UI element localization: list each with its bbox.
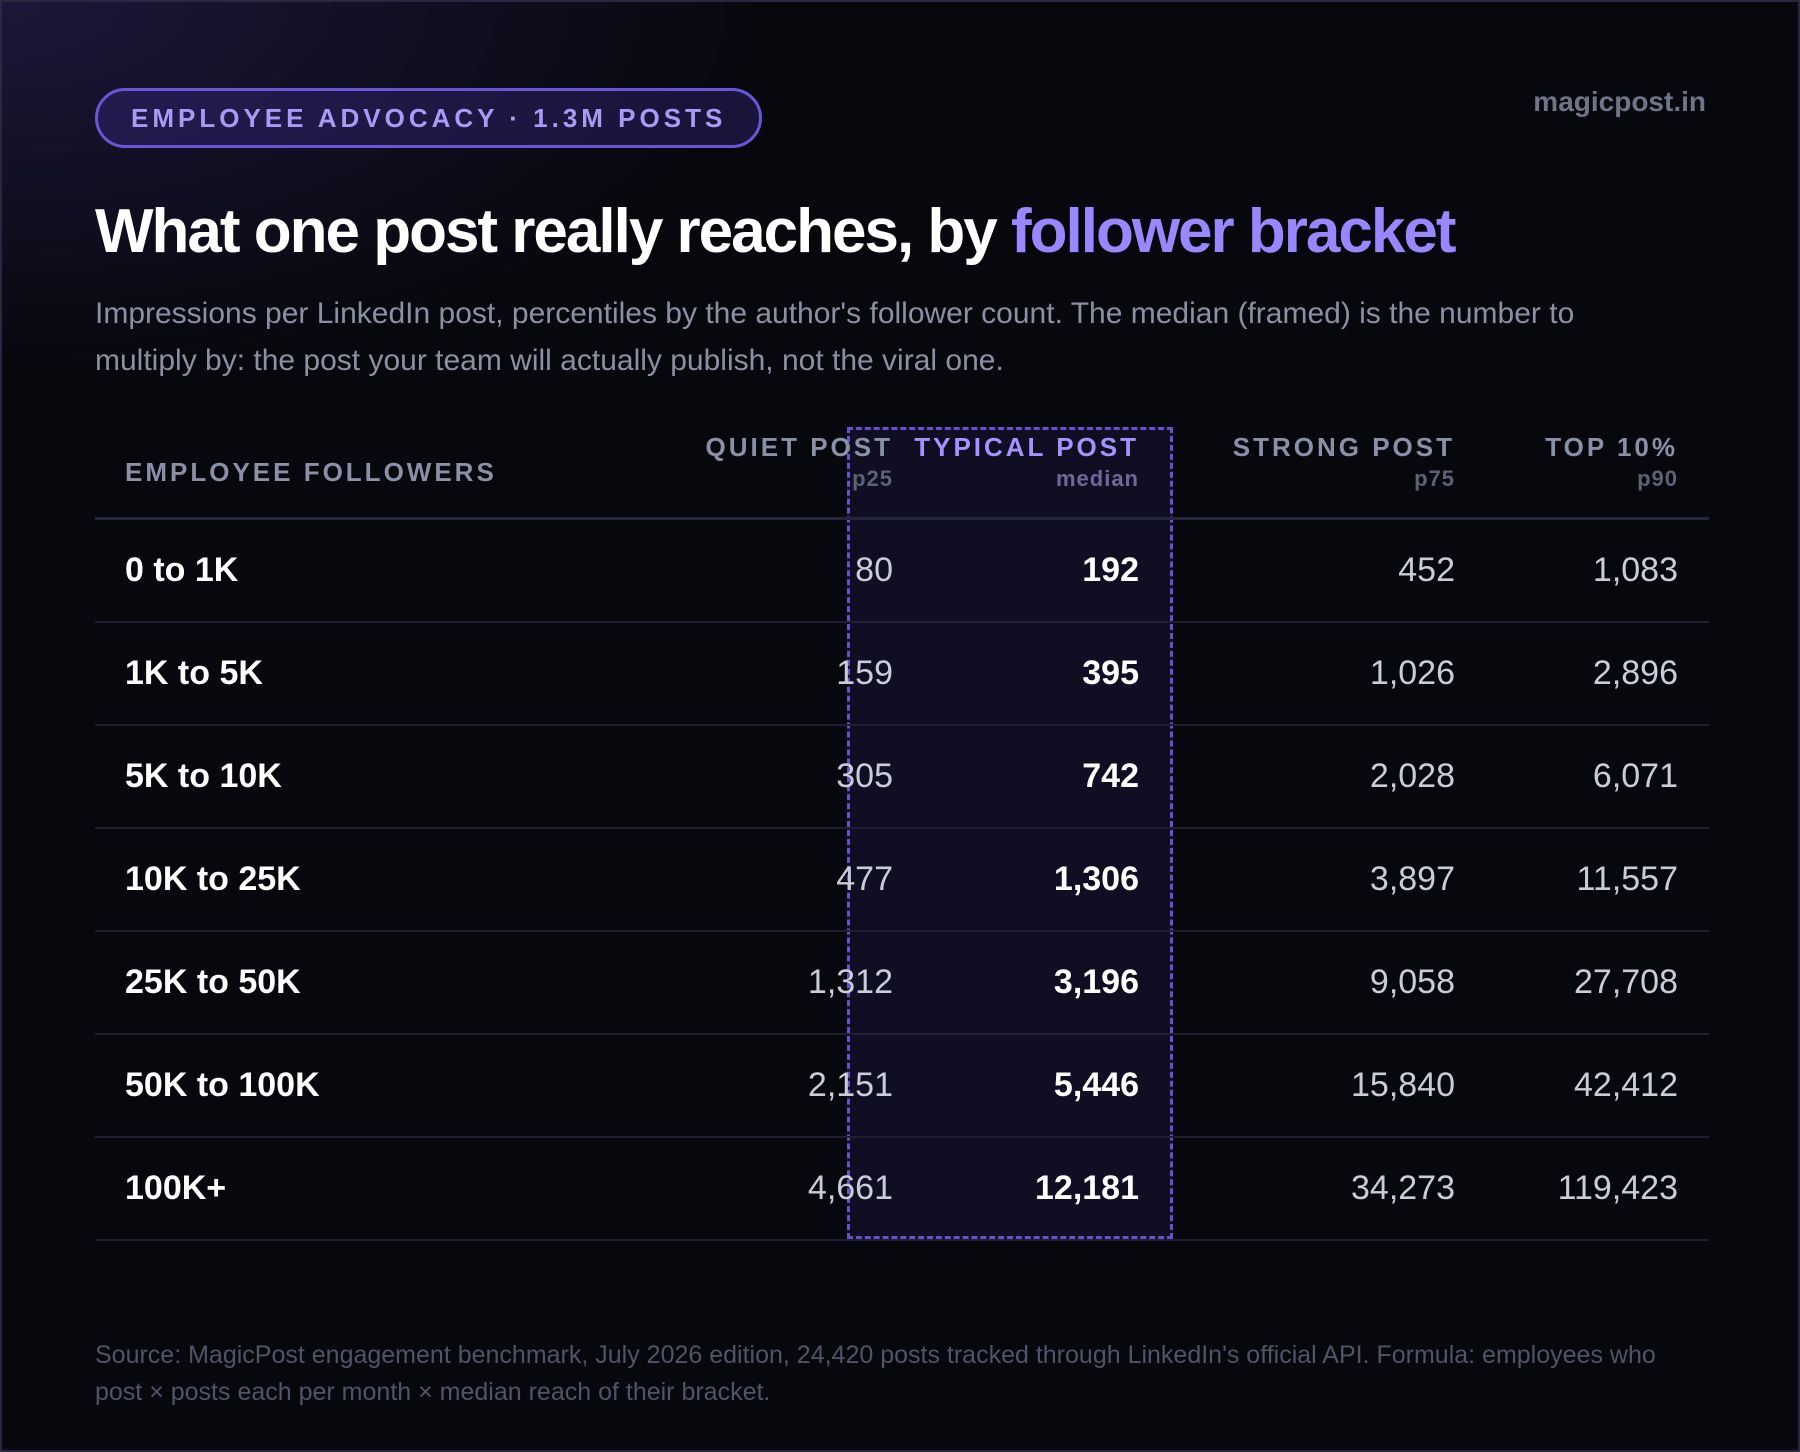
column-header-typical-post: TYPICAL POST median xyxy=(914,427,1139,517)
p75-value: 452 xyxy=(1398,551,1455,589)
p25-value: 305 xyxy=(836,757,893,795)
column-header-quiet-post: QUIET POST p25 xyxy=(706,427,893,517)
table-row: 25K to 50K 1,312 3,196 9,058 27,708 xyxy=(95,932,1709,1035)
follower-bracket-label: 5K to 10K xyxy=(125,757,282,795)
table-row: 5K to 10K 305 742 2,028 6,071 xyxy=(95,726,1709,829)
median-value: 1,306 xyxy=(1053,860,1139,898)
median-column-frame xyxy=(847,427,1173,1239)
median-value: 395 xyxy=(1082,654,1139,692)
p75-value: 34,273 xyxy=(1351,1169,1455,1207)
p90-value: 27,708 xyxy=(1574,963,1678,1001)
column-header-strong-post: STRONG POST p75 xyxy=(1233,427,1455,517)
follower-bracket-label: 25K to 50K xyxy=(125,963,301,1001)
follower-bracket-label: 0 to 1K xyxy=(125,551,239,589)
subtitle: Impressions per LinkedIn post, percentil… xyxy=(95,297,1575,377)
p90-value: 6,071 xyxy=(1592,757,1678,795)
brand-domain: magicpost.in xyxy=(1533,86,1706,117)
follower-bracket-label: 10K to 25K xyxy=(125,860,301,898)
column-header-followers: EMPLOYEE FOLLOWERS xyxy=(125,427,497,517)
title-accent: follower bracket xyxy=(1010,197,1456,266)
p75-value: 1,026 xyxy=(1369,654,1455,692)
column-header-top-10: TOP 10% p90 xyxy=(1545,427,1678,517)
category-badge: EMPLOYEE ADVOCACY · 1.3M POSTS xyxy=(95,88,763,148)
title-lead: What one post really reaches, by xyxy=(95,197,1011,266)
p25-value: 80 xyxy=(855,551,893,589)
column-header-percentile: p90 xyxy=(1637,466,1678,491)
table-row: 10K to 25K 477 1,306 3,897 11,557 xyxy=(95,829,1709,932)
page-title: What one post really reaches, by followe… xyxy=(95,192,1456,272)
p25-value: 1,312 xyxy=(807,963,893,1001)
median-value: 3,196 xyxy=(1053,963,1139,1001)
column-header-label: EMPLOYEE FOLLOWERS xyxy=(125,457,497,487)
p90-value: 42,412 xyxy=(1574,1066,1678,1104)
table-row: 1K to 5K 159 395 1,026 2,896 xyxy=(95,623,1709,726)
p25-value: 4,661 xyxy=(807,1169,893,1207)
median-value: 5,446 xyxy=(1053,1066,1139,1104)
median-value: 192 xyxy=(1082,551,1139,589)
column-header-percentile: median xyxy=(1055,466,1139,491)
p25-value: 477 xyxy=(836,860,893,898)
p25-value: 2,151 xyxy=(807,1066,893,1104)
column-header-label: STRONG POST xyxy=(1232,432,1455,462)
p25-value: 159 xyxy=(836,654,893,692)
follower-bracket-label: 1K to 5K xyxy=(125,654,263,692)
p90-value: 11,557 xyxy=(1576,860,1678,898)
column-header-label: TYPICAL POST xyxy=(914,432,1139,462)
table-header-row: EMPLOYEE FOLLOWERS QUIET POST p25 TYPICA… xyxy=(95,427,1709,520)
p75-value: 2,028 xyxy=(1369,757,1455,795)
follower-bracket-label: 100K+ xyxy=(125,1169,227,1207)
table-row: 0 to 1K 80 192 452 1,083 xyxy=(95,520,1709,623)
column-header-label: QUIET POST xyxy=(705,432,893,462)
p90-value: 1,083 xyxy=(1592,551,1678,589)
p75-value: 3,897 xyxy=(1369,860,1455,898)
p90-value: 119,423 xyxy=(1557,1169,1678,1207)
percentile-table: EMPLOYEE FOLLOWERS QUIET POST p25 TYPICA… xyxy=(95,427,1709,1241)
p75-value: 15,840 xyxy=(1351,1066,1455,1104)
table-row: 100K+ 4,661 12,181 34,273 119,423 xyxy=(95,1138,1709,1241)
column-header-percentile: p25 xyxy=(852,466,893,491)
column-header-label: TOP 10% xyxy=(1545,432,1678,462)
table-row: 50K to 100K 2,151 5,446 15,840 42,412 xyxy=(95,1035,1709,1138)
median-value: 742 xyxy=(1082,757,1139,795)
source-footnote: Source: MagicPost engagement benchmark, … xyxy=(95,1341,1656,1406)
p75-value: 9,058 xyxy=(1369,963,1455,1001)
median-value: 12,181 xyxy=(1035,1169,1139,1207)
column-header-percentile: p75 xyxy=(1414,466,1455,491)
follower-bracket-label: 50K to 100K xyxy=(125,1066,320,1104)
p90-value: 2,896 xyxy=(1592,654,1678,692)
